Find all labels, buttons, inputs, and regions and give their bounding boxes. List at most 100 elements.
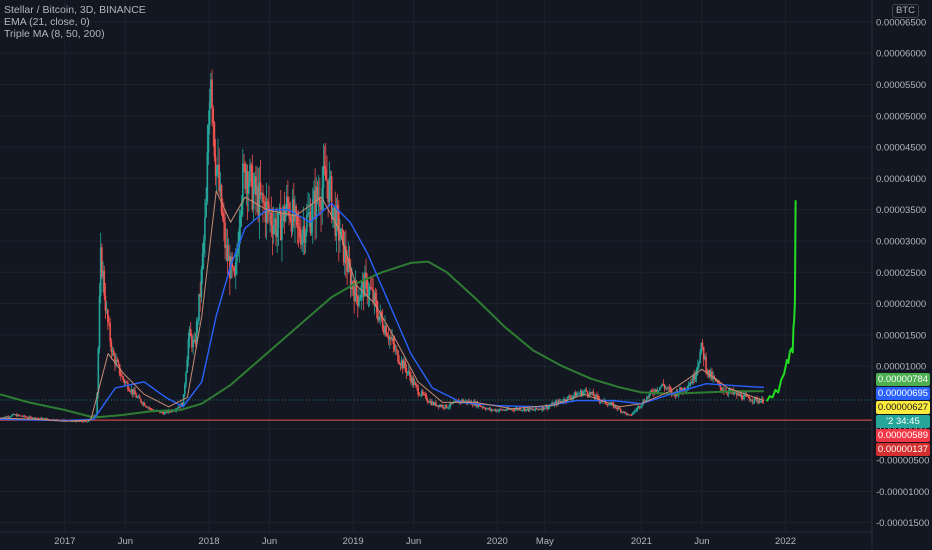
candle-body	[503, 409, 506, 411]
time-axis[interactable]: 2017 Jun 2018 Jun 2019 Jun 2020 May 2021 Jun 2022	[0, 531, 872, 547]
candle-body	[208, 102, 211, 125]
candle-body	[129, 390, 132, 392]
candle-body	[519, 408, 521, 411]
candle-body	[388, 336, 391, 340]
candle-body	[657, 390, 660, 391]
candle-body	[493, 409, 495, 411]
candle-body	[537, 409, 539, 410]
candle-body	[263, 201, 265, 204]
candle-body	[354, 281, 357, 302]
candle-body	[661, 383, 664, 387]
candle-body	[567, 396, 570, 398]
candle-body	[623, 411, 626, 413]
candle-body	[372, 288, 374, 302]
candle-body	[7, 416, 10, 418]
candle-body	[302, 226, 305, 235]
candle-body	[18, 414, 20, 416]
candle-body	[577, 393, 579, 395]
candle-body	[413, 382, 416, 385]
candle-body	[97, 348, 100, 393]
candle-body	[569, 396, 571, 398]
indicator-ema-label[interactable]: EMA (21, close, 0)	[4, 16, 90, 28]
candle-body	[450, 403, 453, 405]
candle-body	[121, 375, 123, 377]
currency-badge[interactable]: BTC	[892, 4, 919, 18]
candle-body	[205, 201, 207, 217]
candle-body	[399, 363, 402, 366]
candle-body	[27, 417, 30, 419]
candle-body	[439, 405, 442, 407]
candle-body	[558, 400, 560, 402]
candle-body	[320, 206, 322, 210]
candle-body	[148, 407, 151, 409]
candle-body	[578, 393, 581, 395]
candle-body	[295, 206, 297, 213]
candle-body	[746, 395, 749, 397]
candle-body	[242, 163, 244, 204]
candle-body	[384, 325, 386, 334]
candle-body	[122, 376, 125, 380]
candle-body	[655, 389, 658, 392]
price-tag: 0.00000137	[876, 443, 930, 457]
x-tick-label: Jun	[694, 536, 709, 547]
indicator-tma-label[interactable]: Triple MA (8, 50, 200)	[4, 28, 105, 40]
candle-body	[277, 212, 280, 228]
candle-body	[127, 382, 129, 390]
candle-body	[682, 387, 685, 392]
candle-body	[529, 408, 532, 410]
candle-body	[614, 405, 616, 408]
candle-body	[465, 400, 468, 403]
candle-body	[628, 414, 630, 415]
candle-body	[310, 221, 313, 233]
candle-body	[131, 389, 134, 395]
candle-body	[359, 297, 361, 301]
candle-body	[420, 391, 423, 396]
candle-body	[186, 359, 188, 373]
candle-body	[595, 394, 597, 398]
candle-body	[528, 408, 531, 411]
candle-body	[103, 270, 106, 296]
candle-body	[355, 281, 358, 296]
x-tick-label: 2021	[631, 536, 652, 547]
candle-body	[215, 167, 218, 176]
candle-body	[192, 340, 194, 348]
candle-body	[483, 407, 486, 409]
candle-body	[749, 398, 751, 401]
candle-body	[738, 393, 741, 396]
candle-body	[14, 414, 17, 416]
candle-body	[683, 387, 686, 391]
candle-body	[669, 388, 672, 390]
candle-body	[333, 206, 335, 208]
candle-body	[518, 408, 520, 410]
candle-body	[762, 398, 764, 404]
candle-body	[689, 382, 692, 385]
y-tick-label: 0.00002500	[876, 268, 926, 279]
candle-body	[221, 212, 224, 218]
candle-body	[211, 79, 213, 109]
candle-body	[73, 420, 76, 422]
candle-body	[461, 399, 463, 402]
candle-body	[482, 407, 485, 409]
candle-body	[218, 164, 220, 192]
candle-body	[28, 416, 31, 418]
candle-body	[404, 361, 406, 369]
candle-body	[736, 392, 738, 396]
x-tick-label: 2017	[54, 536, 75, 547]
candle-body	[285, 196, 288, 211]
candle-body	[705, 356, 707, 371]
candle-body	[565, 401, 568, 402]
y-tick-label: 0.00004000	[876, 174, 926, 185]
candle-body	[159, 411, 161, 413]
candle-body	[670, 389, 673, 395]
x-tick-label: 2018	[198, 536, 219, 547]
symbol-title[interactable]: Stellar / Bitcoin, 3D, BINANCE	[4, 4, 146, 16]
candle-body	[717, 380, 719, 383]
candle-body	[541, 406, 544, 411]
candle-body	[362, 280, 365, 297]
candle-body	[373, 293, 376, 302]
candle-body	[327, 180, 329, 203]
candle-body	[213, 123, 216, 157]
candle-body	[3, 416, 6, 418]
candle-body	[251, 165, 254, 210]
